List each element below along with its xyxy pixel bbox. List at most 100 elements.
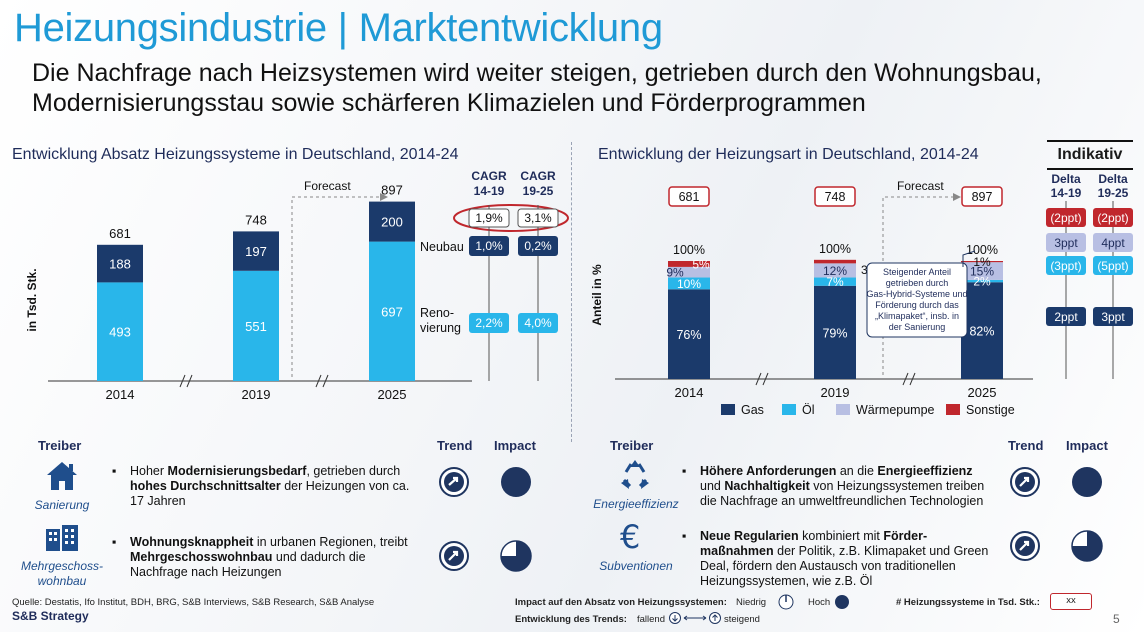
total-box-2014 — [668, 186, 710, 207]
count-legend-box: xx — [1050, 593, 1092, 610]
impact-legend-niedrig: Niedrig — [736, 597, 767, 608]
legend-öl: Öl — [802, 403, 815, 417]
r-axis-break-1 — [902, 372, 916, 386]
indicative-header: Indikativ — [1047, 140, 1133, 170]
total-2019: 748 — [825, 190, 846, 204]
impact-legend-hoch: Hoch — [808, 597, 831, 608]
source-note: Quelle: Destatis, Ifo Institut, BDH, BRG… — [12, 597, 375, 608]
brand-logo: S&B Strategy — [12, 609, 89, 623]
trend-legend-label: Entwicklung des Trends: — [515, 614, 627, 625]
legend-swatch-gas — [721, 404, 735, 415]
label-total-2014: 681 — [109, 226, 131, 241]
impact-high-energie — [1072, 467, 1102, 497]
right-chart-title: Entwicklung der Heizungsart in Deutschla… — [598, 146, 979, 163]
total-2014: 681 — [679, 190, 700, 204]
label-renovierung-2014: 493 — [109, 325, 131, 340]
right-forecast-label: Forecast — [897, 179, 944, 193]
delta-header-1-a: Delta — [1098, 172, 1128, 186]
delta-2-1: (5ppt) — [1097, 259, 1128, 273]
left-forecast-arrow — [380, 193, 388, 201]
callout-text-5: der Sanierung — [889, 322, 946, 332]
building-icon — [46, 525, 78, 551]
bar-neubau-2025 — [369, 201, 415, 242]
bar-öl-2025 — [961, 279, 1003, 283]
tick-r-2014: 2014 — [675, 385, 704, 400]
cagr-total-0: 1,9% — [475, 211, 503, 225]
bar-sonstige-2019 — [814, 259, 856, 264]
label-waermepumpe-2019: 12% — [823, 264, 847, 278]
callout-text-4: „Klimapaket“, insb. in — [875, 311, 959, 321]
delta-box-2-1 — [1093, 256, 1133, 275]
callout-box — [866, 262, 968, 338]
left-impact-header: Impact — [494, 438, 536, 453]
label-gas-2025: 82% — [969, 325, 994, 339]
legend-swatch-öl — [782, 404, 796, 415]
impact-medium-mehrgeschoss — [500, 540, 532, 572]
delta-2-0: (3ppt) — [1050, 259, 1081, 273]
delta-box-3-0 — [1046, 307, 1086, 326]
tick-2014: 2014 — [106, 387, 135, 402]
label-oel-2014: 10% — [677, 277, 701, 291]
total-box-2025 — [961, 186, 1003, 207]
delta-box-1-0 — [1046, 233, 1086, 252]
delta-header-0-a: Delta — [1051, 172, 1081, 186]
left-trend-header: Trend — [437, 438, 473, 453]
bar-neubau-2014 — [97, 244, 143, 283]
house-icon — [47, 462, 77, 490]
callout-pointer — [962, 250, 976, 267]
cagr-renovierung-1: 4,0% — [524, 316, 552, 330]
driver-label-energieeffizienz: Energieeffizienz — [593, 497, 679, 511]
label-100-2014: 100% — [673, 243, 705, 257]
bar-gas-2014 — [668, 289, 710, 379]
trend-icon-up-mehrgeschoss — [439, 541, 469, 571]
trend-icon-up-energie — [1010, 467, 1040, 497]
delta-header-1-b: 19-25 — [1098, 186, 1129, 200]
bar-öl-2019 — [814, 277, 856, 286]
impact-high-sanierung — [501, 467, 531, 497]
label-renovierung-2025: 697 — [381, 304, 403, 319]
delta-box-3-1 — [1093, 307, 1133, 326]
legend-swatch-sonstige — [946, 404, 960, 415]
legend-swatch-wärmepumpe — [836, 404, 850, 415]
legend-sonstige: Sonstige — [966, 403, 1015, 417]
bar-sonstige-2025 — [961, 261, 1003, 263]
right-impact-header: Impact — [1066, 438, 1108, 453]
driver-text-energieeffizienz: ▪ Höhere Anforderungen an die Energieeff… — [682, 464, 985, 508]
left-treiber-header: Treiber — [38, 438, 82, 453]
delta-1-1: 4ppt — [1101, 236, 1125, 250]
callout-text-2: Gas-Hybrid-Systeme und — [866, 289, 967, 299]
callout-text-3: Förderung durch das — [875, 300, 959, 310]
label-neubau-2025: 200 — [381, 215, 403, 230]
label-waermepumpe-2014: 9% — [666, 266, 684, 280]
cagr-header-0-a: CAGR — [471, 169, 507, 183]
recycle-icon — [621, 460, 649, 489]
label-100-2019: 100% — [819, 242, 851, 256]
cagr-renovierung-0: 2,2% — [475, 316, 503, 330]
trend-legend-fallend: fallend — [637, 614, 665, 625]
left-forecast-line — [291, 196, 380, 377]
legend-wärmepumpe: Wärmepumpe — [856, 403, 935, 417]
delta-header-0-b: 14-19 — [1051, 186, 1082, 200]
trend-range-icon — [669, 612, 721, 624]
cagr-total-1: 3,1% — [524, 211, 552, 225]
bar-gas-2025 — [961, 282, 1003, 379]
left-y-axis-label: in Tsd. Stk. — [25, 268, 39, 331]
cagr-highlight-ellipse — [453, 204, 569, 232]
axis-break-1 — [315, 374, 329, 388]
label-total-2025: 897 — [381, 183, 403, 198]
tick-r-2019: 2019 — [821, 385, 850, 400]
section-divider — [571, 142, 572, 442]
label-total-2019: 748 — [245, 212, 267, 227]
bar-neubau-2019 — [233, 231, 279, 271]
tick-r-2025: 2025 — [968, 385, 997, 400]
bar-wärmepumpe-2014 — [668, 266, 710, 278]
cagr-neubau-box-0 — [469, 236, 509, 256]
tick-2025: 2025 — [378, 387, 407, 402]
bar-öl-2014 — [668, 277, 710, 290]
delta-3-1: 3ppt — [1101, 310, 1125, 324]
left-chart-title: Entwicklung Absatz Heizungssysteme in De… — [12, 146, 459, 163]
driver-text-sanierung: ▪ Hoher Modernisierungsbedarf, getrieben… — [112, 464, 410, 508]
page-subtitle: Die Nachfrage nach Heizsystemen wird wei… — [32, 59, 1042, 117]
r-axis-break-0 — [755, 372, 769, 386]
legend-gas: Gas — [741, 403, 764, 417]
